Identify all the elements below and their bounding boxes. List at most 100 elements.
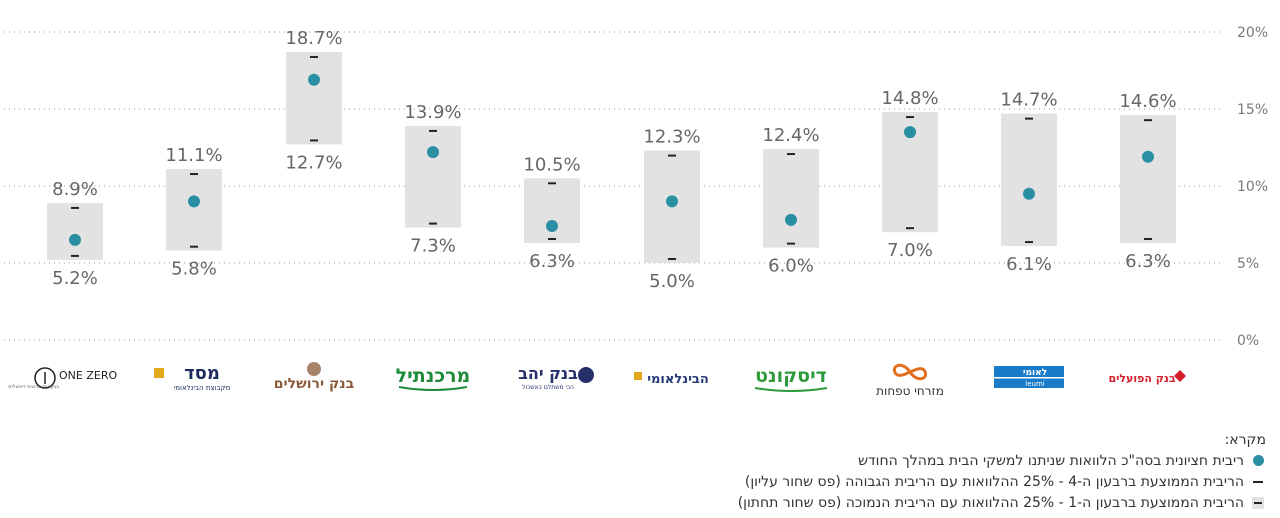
y-axis-ticks: 0% 5% 10% 15% 20% (1237, 25, 1268, 349)
bank-range-group: 12.4% 6.0% (762, 125, 819, 277)
high-value-label: 12.4% (762, 125, 819, 146)
legend-title: מקרא: (1224, 432, 1266, 448)
range-box (286, 52, 342, 145)
bank-logo: מזרחי טפחות (876, 363, 944, 398)
low-value-label: 5.2% (52, 268, 98, 289)
power-icon (34, 367, 56, 389)
low-value-label: 5.8% (171, 259, 217, 280)
bank-logo: דיסקונט (754, 365, 828, 392)
logo-text: בנק הפועלים (1108, 372, 1175, 385)
bank-logo: מרכנתיל (396, 365, 471, 391)
low-value-label: 6.1% (1006, 254, 1052, 275)
bank-range-group: 13.9% 7.3% (404, 102, 461, 257)
high-value-label: 8.9% (52, 179, 98, 200)
bank-icon (634, 372, 642, 380)
legend-item-low: הריבית הממוצעת ברבעון ה-1 - 25% ההלוואות… (626, 492, 1266, 513)
bank-logo: הבינלאומי (634, 372, 709, 387)
low-value-label: 7.0% (887, 240, 933, 261)
bank-range-group: 14.7% 6.1% (1000, 90, 1057, 275)
range-box (1001, 113, 1057, 247)
bank-range-group: 12.3% 5.0% (643, 127, 700, 292)
legend-item-median: ריבית חציונית בסה"כ הלוואות שניתנו למשקי… (626, 450, 1266, 471)
logo-subtext: הכי משתלם באשכול (522, 384, 574, 391)
high-value-label: 13.9% (404, 102, 461, 123)
median-dot (785, 213, 797, 226)
high-value-label: 11.1% (165, 145, 222, 166)
range-box (763, 149, 819, 248)
range-box (47, 202, 103, 260)
logo-text: בנק יהב (518, 364, 578, 383)
median-dot (904, 126, 916, 139)
bank-range-group: 8.9% 5.2% (47, 179, 103, 289)
bank-logo: בנק ירושלים (274, 362, 354, 392)
median-dot (188, 195, 200, 208)
median-dot (308, 73, 320, 86)
logo-subtext: leumi (1025, 380, 1045, 388)
range-box (524, 178, 580, 243)
bank-range-group: 11.1% 5.8% (165, 145, 222, 280)
logo-swoosh (754, 387, 828, 392)
legend-label: ריבית חציונית בסה"כ הלוואות שניתנו למשקי… (858, 452, 1244, 469)
range-box (166, 169, 222, 251)
logo-text: הבינלאומי (647, 372, 709, 387)
low-value-label: 6.3% (1125, 251, 1171, 272)
median-dot (1142, 150, 1154, 163)
bank-range-group: 10.5% 6.3% (523, 154, 580, 272)
diamond-icon (1174, 370, 1186, 382)
y-tick-label: 0% (1237, 333, 1259, 349)
y-tick-label: 10% (1237, 179, 1268, 195)
low-value-label: 6.0% (768, 256, 814, 277)
median-dot (546, 220, 558, 233)
bank-icon (154, 368, 164, 378)
logo-text: מסד (184, 363, 220, 384)
range-boxes: 8.9% 5.2% 11.1% 5.8% 18.7% 12.7% 13.9% 7.3% 10.5… (47, 28, 1177, 292)
bank-icon (307, 362, 321, 376)
globe-icon (578, 367, 594, 383)
range-box (1120, 115, 1176, 243)
low-value-label: 5.0% (649, 271, 695, 292)
bank-range-group: 18.7% 12.7% (285, 28, 342, 173)
high-value-label: 14.6% (1119, 91, 1176, 112)
y-tick-label: 15% (1237, 102, 1268, 118)
high-value-label: 10.5% (523, 154, 580, 175)
y-tick-label: 5% (1237, 256, 1259, 272)
logo-subtext: מקבוצת הבינלאומי (174, 384, 231, 392)
low-value-label: 12.7% (285, 152, 342, 173)
y-tick-label: 20% (1237, 25, 1268, 41)
range-box (405, 125, 461, 228)
high-value-label: 14.8% (881, 88, 938, 109)
median-dot (427, 146, 439, 159)
logo-swoosh (398, 386, 468, 391)
legend-dash-icon (1250, 480, 1266, 483)
logo-stripe (994, 377, 1064, 379)
logo-text: דיסקונט (755, 365, 827, 387)
bank-range-group: 14.6% 6.3% (1119, 91, 1176, 272)
legend-item-high: הריבית הממוצעת ברבעון ה-4 - 25% ההלוואות… (626, 471, 1266, 492)
median-dot (69, 233, 81, 246)
bank-logo: בנק הפועלים (1108, 370, 1186, 385)
logo-text: ONE ZERO (59, 369, 117, 382)
bank-range-group: 14.8% 7.0% (881, 88, 938, 261)
logo-text: בנק ירושלים (274, 376, 354, 392)
median-dot (1023, 187, 1035, 200)
legend: מקרא: ריבית חציונית בסה"כ הלוואות שניתנו… (626, 432, 1266, 513)
low-value-label: 7.3% (410, 236, 456, 257)
low-value-label: 6.3% (529, 251, 575, 272)
logo-text: מזרחי טפחות (876, 384, 944, 398)
high-value-label: 14.7% (1000, 90, 1057, 111)
high-value-label: 12.3% (643, 127, 700, 148)
legend-label: הריבית הממוצעת ברבעון ה-1 - 25% ההלוואות… (737, 494, 1244, 511)
logo-text: מרכנתיל (396, 365, 471, 387)
bank-logo: לאומי leumi (994, 366, 1064, 388)
high-value-label: 18.7% (285, 28, 342, 49)
legend-box-icon (1250, 496, 1266, 509)
legend-label: הריבית הממוצעת ברבעון ה-4 - 25% ההלוואות… (744, 473, 1244, 490)
legend-dot-icon (1250, 455, 1266, 466)
infinity-icon (893, 363, 927, 381)
logo-subtext: בנקאות פרטית דיגיטלית (8, 384, 59, 390)
